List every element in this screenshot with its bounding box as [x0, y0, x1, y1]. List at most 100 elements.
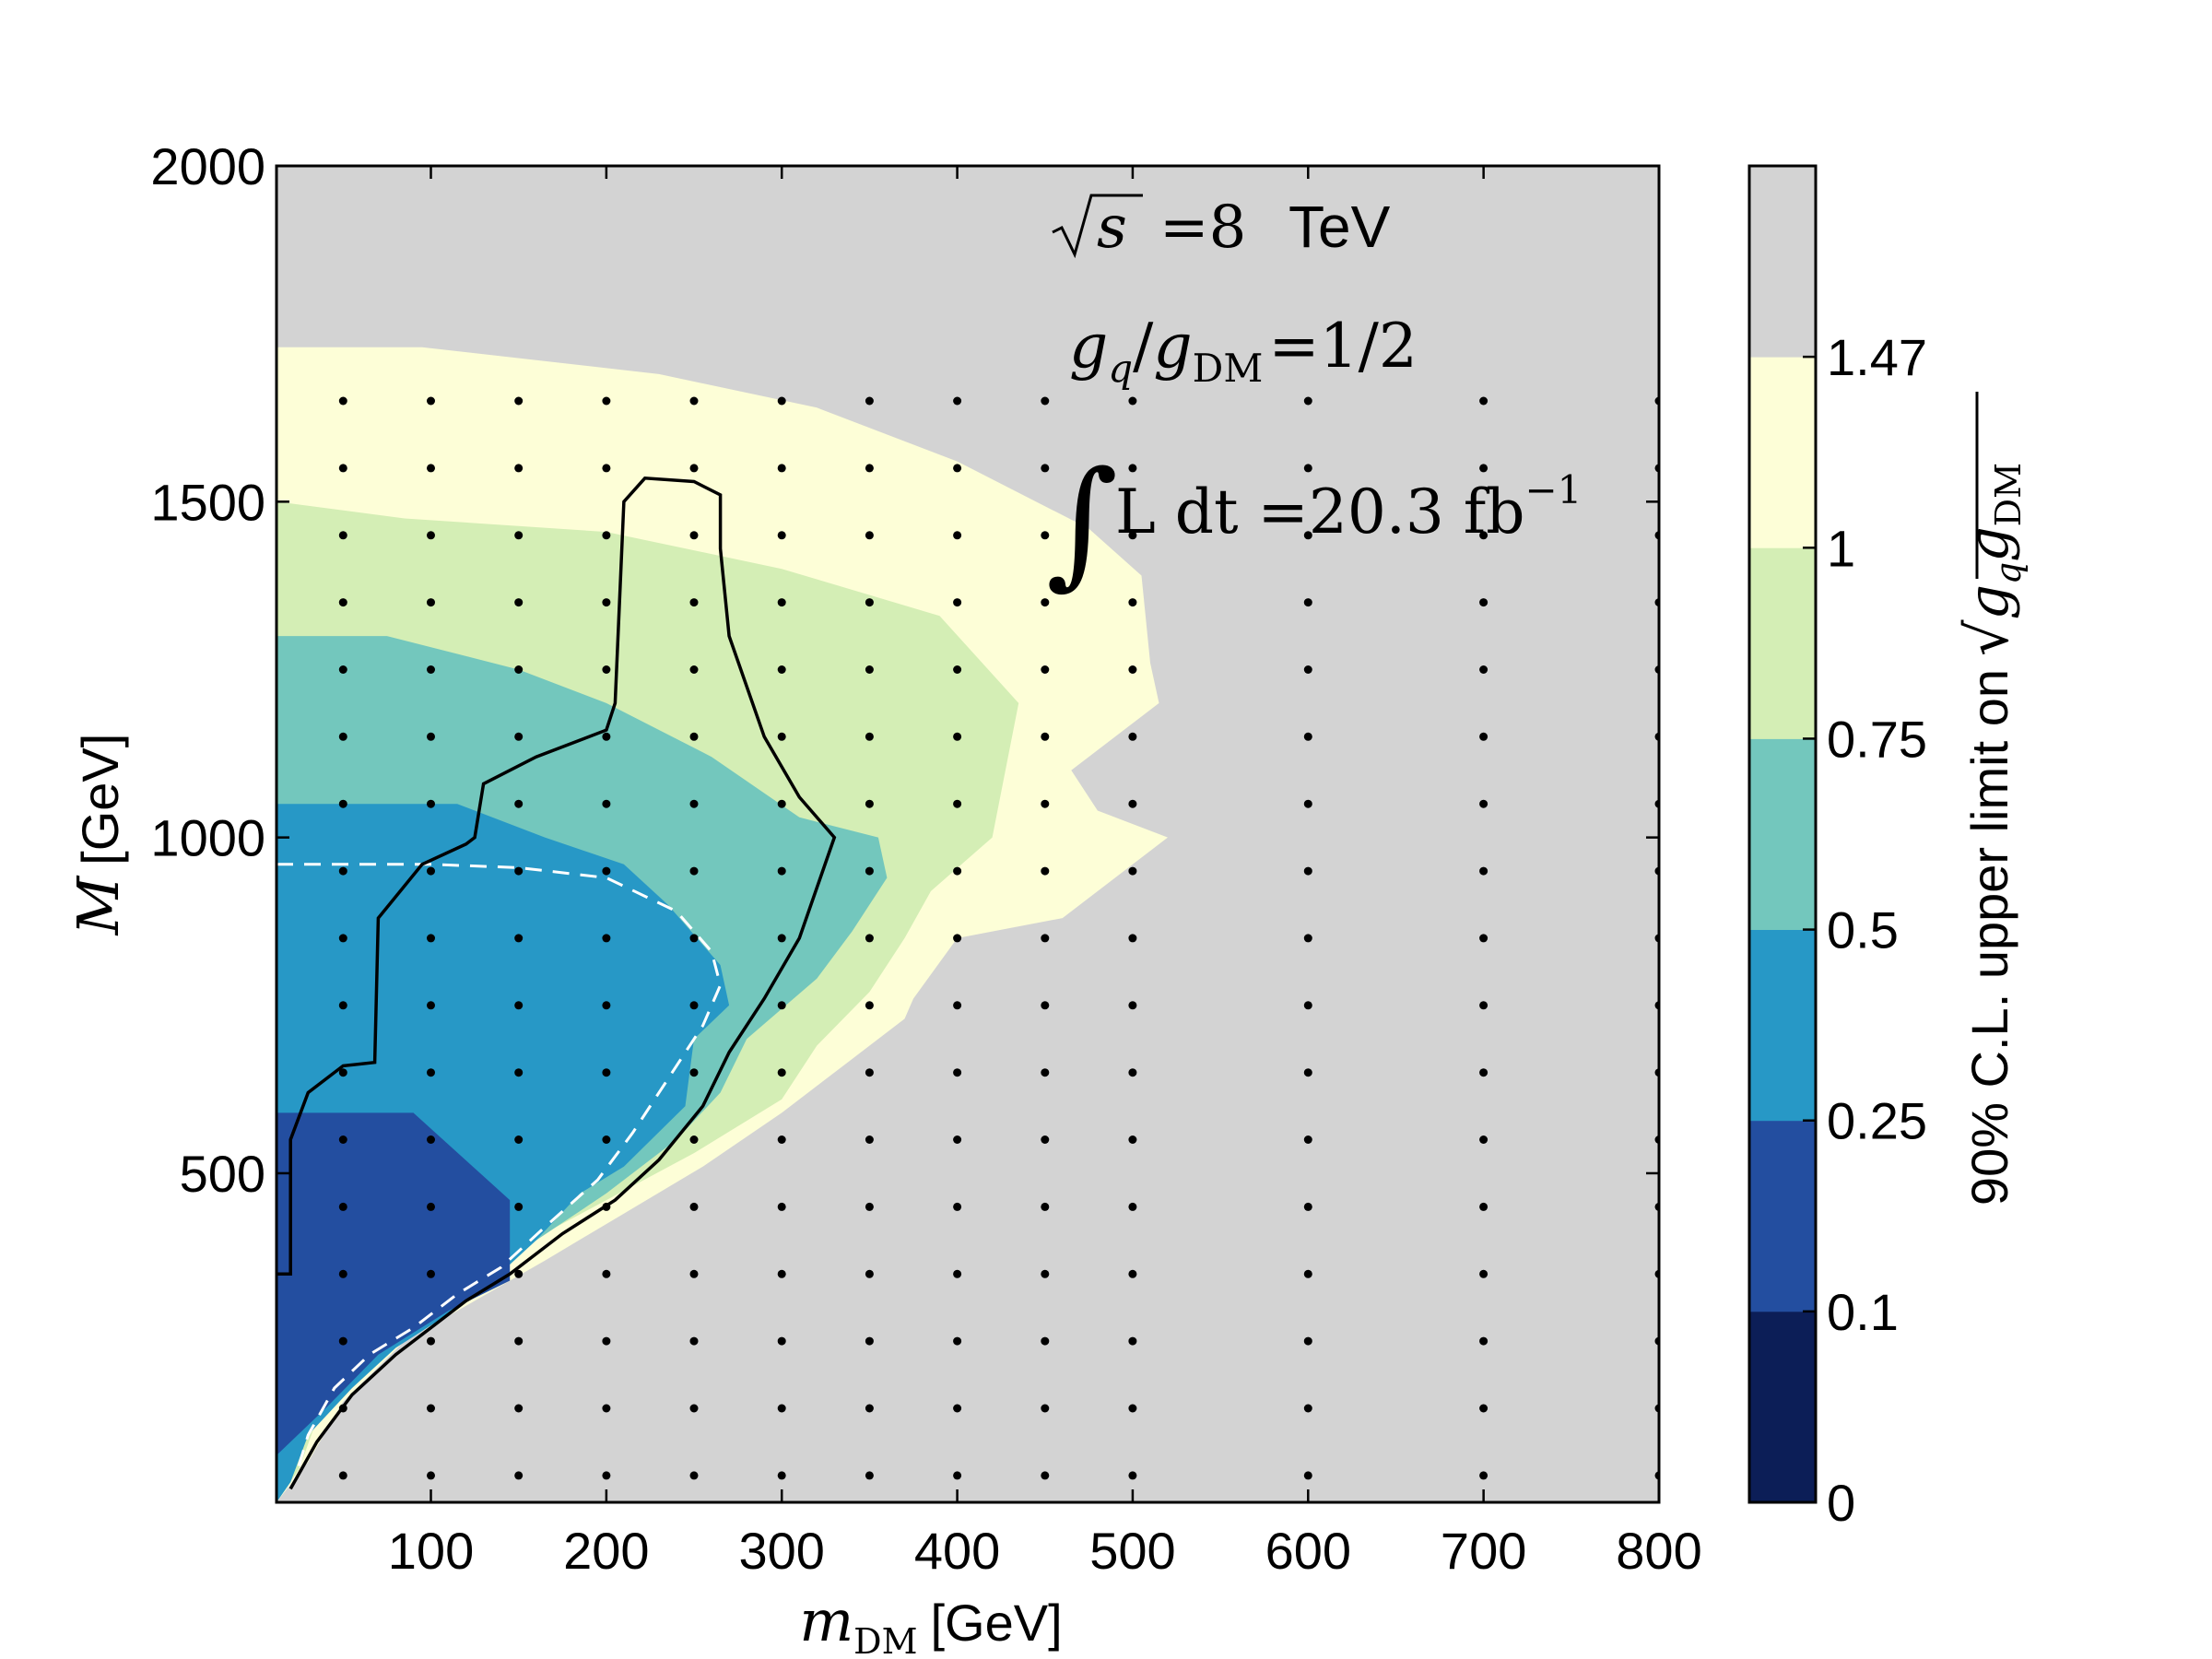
- grid-point: [865, 1336, 874, 1346]
- grid-point: [1128, 665, 1137, 674]
- grid-point: [865, 396, 874, 406]
- x-tick-label: 700: [1441, 1522, 1526, 1580]
- grid-point: [1128, 1135, 1137, 1144]
- grid-point: [689, 934, 699, 943]
- grid-point: [1128, 1068, 1137, 1077]
- grid-point: [777, 934, 786, 943]
- grid-point: [1303, 1269, 1312, 1278]
- grid-point: [953, 396, 962, 406]
- grid-point: [953, 1135, 962, 1144]
- grid-point: [427, 1135, 435, 1144]
- grid-point: [1479, 396, 1488, 406]
- grid-point: [689, 1202, 699, 1211]
- grid-point: [514, 1068, 524, 1077]
- grid-point: [777, 1336, 786, 1346]
- colorbar-segment: [1749, 166, 1816, 358]
- y-tick-label: 2000: [150, 137, 265, 195]
- grid-point: [953, 464, 962, 473]
- grid-point: [1303, 665, 1312, 674]
- grid-point: [602, 1269, 611, 1278]
- grid-point: [1041, 531, 1050, 540]
- grid-point: [1479, 1068, 1488, 1077]
- grid-point: [1128, 1336, 1137, 1346]
- grid-point: [689, 396, 699, 406]
- grid-point: [1303, 1471, 1312, 1480]
- grid-point: [865, 531, 874, 540]
- contour-region-0.1-0.25: [276, 1112, 511, 1502]
- grid-point: [1128, 799, 1137, 808]
- grid-point: [427, 1336, 435, 1346]
- grid-point: [1479, 531, 1488, 540]
- grid-point: [1041, 665, 1050, 674]
- colorbar-tick-label: 0.1: [1827, 1283, 1899, 1341]
- sqrt-s-value: =8: [1159, 194, 1246, 262]
- grid-point: [777, 464, 786, 473]
- grid-point: [1128, 1404, 1137, 1413]
- grid-point: [689, 1471, 699, 1480]
- grid-point: [1041, 1336, 1050, 1346]
- grid-point: [427, 1471, 435, 1480]
- grid-point: [953, 1202, 962, 1211]
- grid-point: [777, 1135, 786, 1144]
- grid-point: [427, 396, 435, 406]
- colorbar-label: 90% C.L. upper limit on√gqgDM: [1954, 463, 2029, 1206]
- y-axis-label: M[GeV]: [65, 734, 132, 936]
- grid-point: [865, 1269, 874, 1278]
- grid-point: [777, 1202, 786, 1211]
- grid-point: [602, 665, 611, 674]
- grid-point: [865, 799, 874, 808]
- grid-point: [1128, 866, 1137, 876]
- annotation-luminosity: ∫ L dt =20.3 fb−1: [1046, 442, 1582, 603]
- grid-point: [514, 464, 524, 473]
- grid-point: [338, 665, 347, 674]
- grid-point: [777, 1471, 786, 1480]
- grid-point: [865, 934, 874, 943]
- grid-point: [514, 396, 524, 406]
- grid-point: [865, 732, 874, 741]
- grid-point: [1479, 1202, 1488, 1211]
- grid-point: [1479, 665, 1488, 674]
- grid-point: [689, 598, 699, 607]
- grid-point: [338, 866, 347, 876]
- grid-point: [602, 732, 611, 741]
- grid-point: [338, 598, 347, 607]
- grid-point: [1303, 1336, 1312, 1346]
- grid-point: [953, 1471, 962, 1480]
- grid-point: [1303, 866, 1312, 876]
- grid-point: [514, 1404, 524, 1413]
- x-tick-label: 500: [1089, 1522, 1175, 1580]
- plot-frame: [275, 164, 1661, 1504]
- grid-point: [1479, 1135, 1488, 1144]
- grid-point: [1303, 799, 1312, 808]
- expected-limit-curve: [276, 863, 723, 1483]
- grid-point: [1479, 866, 1488, 876]
- grid-point: [427, 934, 435, 943]
- y-axis: 500 1000 1500 2000: [150, 137, 1659, 1203]
- x-axis-label: mDM [GeV]: [799, 1587, 1062, 1659]
- grid-point: [1479, 1269, 1488, 1278]
- grid-point: [953, 1336, 962, 1346]
- limit-curves: [276, 476, 837, 1490]
- sqrt-s-unit: TeV: [1288, 194, 1391, 260]
- grid-point: [1479, 1001, 1488, 1010]
- colorbar-frame: [1747, 164, 1818, 1504]
- grid-point: [602, 1336, 611, 1346]
- colorbar-tick-label: 0: [1827, 1474, 1855, 1532]
- grid-point: [865, 1404, 874, 1413]
- grid-point: [777, 732, 786, 741]
- grid-point: [1041, 396, 1050, 406]
- grid-point: [1479, 1404, 1488, 1413]
- grid-point: [338, 396, 347, 406]
- grid-point: [953, 598, 962, 607]
- grid-point: [427, 1001, 435, 1010]
- grid-point: [338, 1202, 347, 1211]
- grid-point: [1041, 1068, 1050, 1077]
- grid-point: [865, 598, 874, 607]
- grid-point: [602, 531, 611, 540]
- grid-point: [514, 1336, 524, 1346]
- grid-point: [514, 598, 524, 607]
- grid-point: [865, 464, 874, 473]
- grid-point: [602, 1471, 611, 1480]
- y-tick-label: 1000: [150, 809, 265, 867]
- grid-point: [689, 665, 699, 674]
